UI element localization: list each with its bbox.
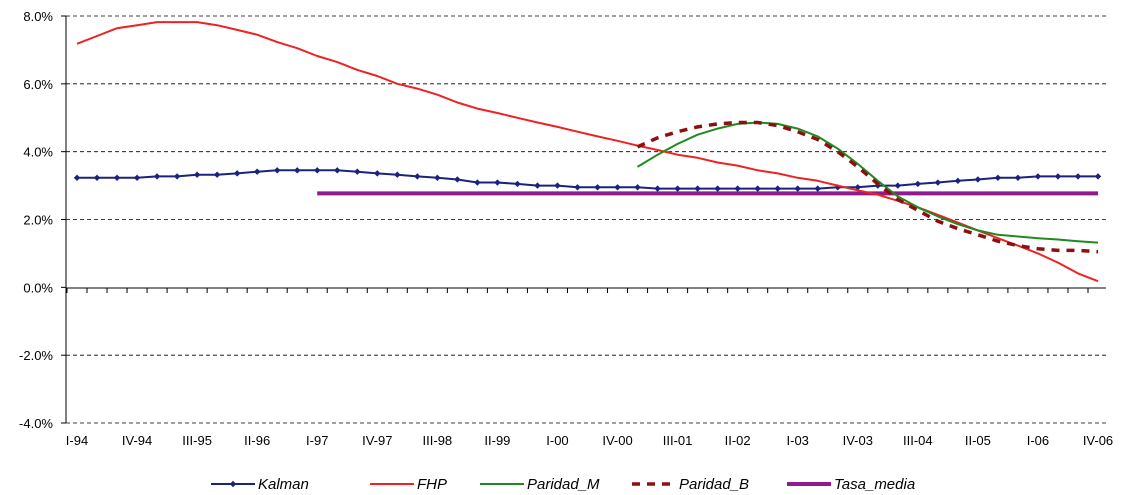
legend-label: Tasa_media bbox=[834, 476, 915, 493]
data-point-marker bbox=[193, 171, 201, 178]
x-tick-label: IV-06 bbox=[1083, 433, 1113, 448]
y-tick-label: 4.0% bbox=[23, 145, 53, 160]
y-ticks: 8.0% 6.0% 4.0% 2.0% 0.0% -2.0% -4.0% bbox=[19, 9, 66, 431]
legend-label: Paridad_B bbox=[679, 476, 749, 493]
data-point-marker bbox=[594, 184, 601, 191]
x-tick-label: I-03 bbox=[787, 433, 809, 448]
data-point-marker bbox=[153, 173, 161, 180]
data-point-marker bbox=[1074, 173, 1082, 180]
data-point-marker bbox=[814, 185, 821, 192]
data-point-marker bbox=[994, 174, 1002, 181]
series-line-paridad-m bbox=[636, 121, 1099, 244]
data-point-marker bbox=[1014, 174, 1022, 181]
data-point-marker bbox=[754, 185, 761, 192]
x-tick-label: I-06 bbox=[1027, 433, 1049, 448]
x-tick-label: I-94 bbox=[66, 433, 88, 448]
data-point-marker bbox=[474, 179, 481, 186]
data-point-marker bbox=[494, 179, 501, 186]
data-point-marker bbox=[974, 176, 982, 183]
data-point-marker bbox=[774, 185, 781, 192]
data-point-marker bbox=[294, 167, 301, 174]
y-tick-label: -4.0% bbox=[19, 416, 53, 431]
data-point-marker bbox=[714, 185, 721, 192]
data-point-marker bbox=[854, 184, 861, 191]
data-point-marker bbox=[173, 173, 181, 180]
x-tick-label: I-97 bbox=[306, 433, 328, 448]
x-ticks: I-94 IV-94 III-95 II-96 I-97 IV-97 III-98 II-99… bbox=[66, 288, 1113, 448]
data-point-marker bbox=[434, 174, 441, 181]
data-point-marker bbox=[554, 182, 561, 189]
x-tick-label: II-05 bbox=[965, 433, 991, 448]
data-point-marker bbox=[534, 182, 541, 189]
series-line-kalman bbox=[77, 169, 1098, 190]
x-tick-label: IV-00 bbox=[602, 433, 632, 448]
data-point-marker bbox=[253, 168, 261, 175]
data-point-marker bbox=[654, 185, 661, 192]
data-point-marker bbox=[93, 174, 101, 181]
y-tick-label: 0.0% bbox=[23, 280, 53, 295]
data-point-marker bbox=[614, 184, 621, 191]
data-point-marker bbox=[454, 176, 461, 183]
data-point-marker bbox=[213, 171, 221, 178]
data-point-marker bbox=[674, 185, 681, 192]
data-point-marker bbox=[133, 174, 141, 181]
gridlines bbox=[66, 15, 1106, 424]
series-line-paridad-b bbox=[636, 120, 1099, 254]
data-point-marker bbox=[414, 173, 421, 180]
data-point-marker bbox=[374, 170, 381, 177]
y-tick-label: 6.0% bbox=[23, 77, 53, 92]
data-point-marker bbox=[354, 168, 361, 175]
series-layer bbox=[73, 21, 1102, 283]
data-point-marker bbox=[514, 180, 521, 188]
data-point-marker bbox=[734, 185, 741, 192]
data-point-marker bbox=[894, 182, 902, 189]
data-point-marker bbox=[334, 167, 341, 174]
x-tick-label: III-01 bbox=[663, 433, 693, 448]
data-point-marker bbox=[694, 185, 701, 192]
x-tick-label: III-04 bbox=[903, 433, 933, 448]
x-tick-label: I-00 bbox=[546, 433, 568, 448]
data-point-marker bbox=[634, 184, 641, 191]
y-tick-label: -2.0% bbox=[19, 348, 53, 363]
data-point-marker bbox=[73, 174, 81, 181]
x-tick-label: IV-03 bbox=[843, 433, 873, 448]
x-tick-label: II-99 bbox=[484, 433, 510, 448]
data-point-marker bbox=[574, 184, 581, 191]
x-tick-label: III-95 bbox=[182, 433, 212, 448]
x-tick-label: IV-94 bbox=[122, 433, 152, 448]
x-tick-label: II-96 bbox=[244, 433, 270, 448]
data-point-marker bbox=[1054, 173, 1062, 180]
y-tick-label: 2.0% bbox=[23, 213, 53, 228]
x-tick-label: IV-97 bbox=[362, 433, 392, 448]
data-point-marker bbox=[273, 167, 281, 174]
data-point-marker bbox=[394, 171, 401, 178]
data-point-marker bbox=[954, 177, 962, 185]
legend-label: Paridad_M bbox=[527, 476, 600, 493]
data-point-marker bbox=[794, 185, 801, 192]
legend: Kalman FHP Paridad_M Paridad_B Tasa_media bbox=[211, 476, 915, 493]
data-point-marker bbox=[113, 174, 121, 181]
data-point-marker bbox=[934, 179, 942, 186]
data-point-marker bbox=[1094, 173, 1102, 180]
y-tick-label: 8.0% bbox=[23, 9, 53, 24]
legend-label: Kalman bbox=[258, 476, 309, 493]
data-point-marker bbox=[1034, 173, 1042, 180]
x-tick-label: II-02 bbox=[725, 433, 751, 448]
data-point-marker bbox=[914, 180, 922, 188]
x-tick-label: III-98 bbox=[423, 433, 453, 448]
legend-label: FHP bbox=[417, 476, 447, 493]
data-point-marker bbox=[233, 170, 241, 177]
data-point-marker bbox=[314, 167, 321, 174]
legend-marker bbox=[229, 480, 237, 488]
